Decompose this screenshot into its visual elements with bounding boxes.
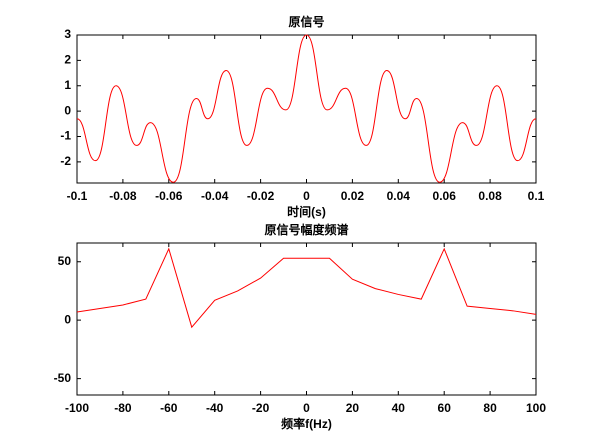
y-tick-label: 3 [64, 27, 71, 41]
x-tick-label: -100 [65, 401, 89, 415]
x-tick-label: 0.06 [433, 189, 457, 203]
x-tick-label: -40 [206, 401, 224, 415]
x-tick-label: -60 [160, 401, 178, 415]
x-tick-label: -0.1 [67, 189, 88, 203]
x-tick-label: -80 [114, 401, 132, 415]
y-tick-label: 1 [64, 78, 71, 92]
x-tick-label: -0.04 [201, 189, 229, 203]
x-tick-label: 20 [346, 401, 360, 415]
y-tick-label: 0 [64, 312, 71, 326]
x-tick-label: 0.1 [528, 189, 545, 203]
x-tick-label: 0 [303, 401, 310, 415]
subplot-title: 原信号幅度频谱 [264, 222, 348, 237]
x-tick-label: 0.04 [387, 189, 411, 203]
x-tick-label: -0.06 [155, 189, 183, 203]
y-tick-label: 0 [64, 103, 71, 117]
x-tick-label: 40 [392, 401, 406, 415]
signal-line [76, 34, 537, 183]
y-tick-label: 2 [64, 53, 71, 67]
axes-box [76, 34, 537, 184]
x-tick-label: -0.08 [109, 189, 137, 203]
x-axis-label: 频率f(Hz) [281, 416, 332, 431]
x-tick-label: 0.08 [478, 189, 502, 203]
axes-box [76, 242, 537, 396]
subplot-title: 原信号 [288, 14, 324, 29]
y-tick-label: 50 [58, 254, 72, 268]
y-tick-label: -1 [60, 129, 71, 143]
x-tick-label: 0 [303, 189, 310, 203]
signal-line [76, 247, 537, 329]
x-tick-label: -20 [252, 401, 270, 415]
x-axis-label: 时间(s) [287, 204, 326, 219]
y-tick-label: -2 [60, 154, 71, 168]
x-tick-label: 100 [526, 401, 546, 415]
x-tick-label: 0.02 [341, 189, 365, 203]
x-tick-label: 80 [483, 401, 497, 415]
y-tick-label: -50 [54, 371, 72, 385]
x-tick-label: 60 [438, 401, 452, 415]
x-tick-label: -0.02 [247, 189, 275, 203]
